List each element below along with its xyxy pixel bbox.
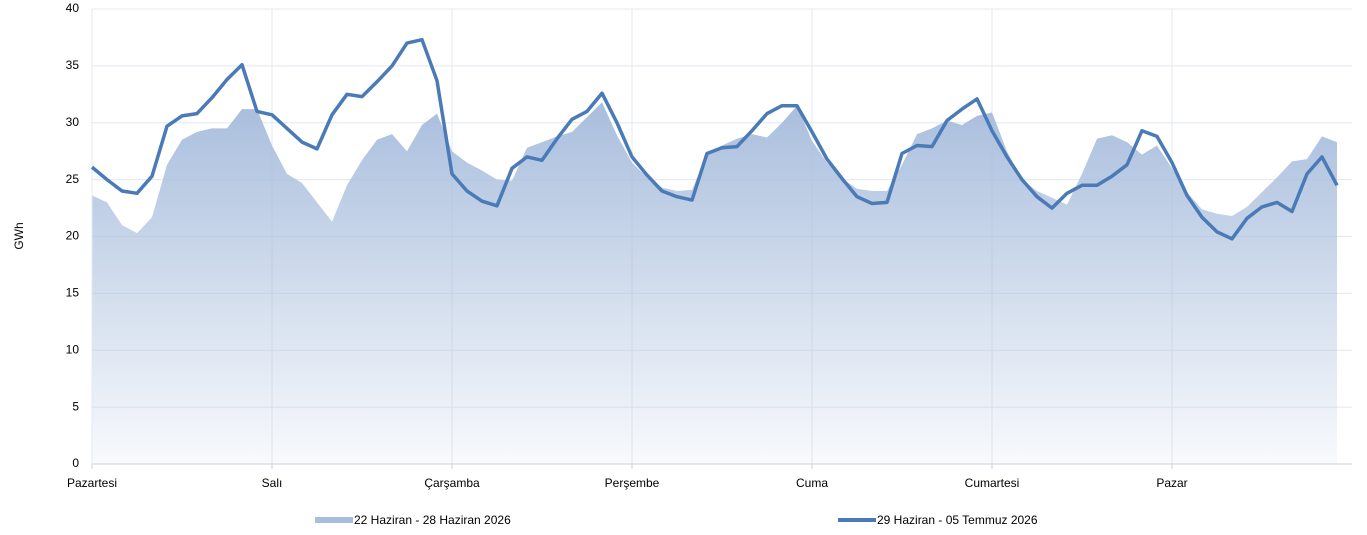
legend-label: 22 Haziran - 28 Haziran 2026 bbox=[354, 513, 511, 527]
y-tick-label: 20 bbox=[66, 229, 80, 243]
y-axis-label: GWh bbox=[12, 222, 26, 249]
y-tick-label: 30 bbox=[66, 115, 80, 129]
y-tick-label: 25 bbox=[66, 172, 80, 186]
x-tick-label: Salı bbox=[262, 476, 283, 490]
x-tick-label: Cuma bbox=[796, 476, 828, 490]
line bbox=[90, 37, 1339, 241]
y-tick-label: 5 bbox=[72, 399, 79, 413]
x-tick-label: Pazartesi bbox=[67, 476, 117, 490]
y-tick-label: 40 bbox=[66, 1, 80, 15]
legend-label: 29 Haziran - 05 Temmuz 2026 bbox=[877, 513, 1038, 527]
y-tick-label: 35 bbox=[66, 58, 80, 72]
y-tick-label: 10 bbox=[66, 342, 80, 356]
plot bbox=[92, 102, 1337, 465]
y-tick-label: 15 bbox=[66, 286, 80, 300]
x-tick-label: Cumartesi bbox=[965, 476, 1020, 490]
legend-swatch bbox=[315, 517, 353, 523]
x-tick-label: Çarşamba bbox=[424, 476, 480, 490]
y-tick-label: 0 bbox=[72, 456, 79, 470]
area bbox=[92, 102, 1337, 465]
x-tick-label: Perşembe bbox=[605, 476, 660, 490]
x-tick-label: Pazar bbox=[1156, 476, 1187, 490]
